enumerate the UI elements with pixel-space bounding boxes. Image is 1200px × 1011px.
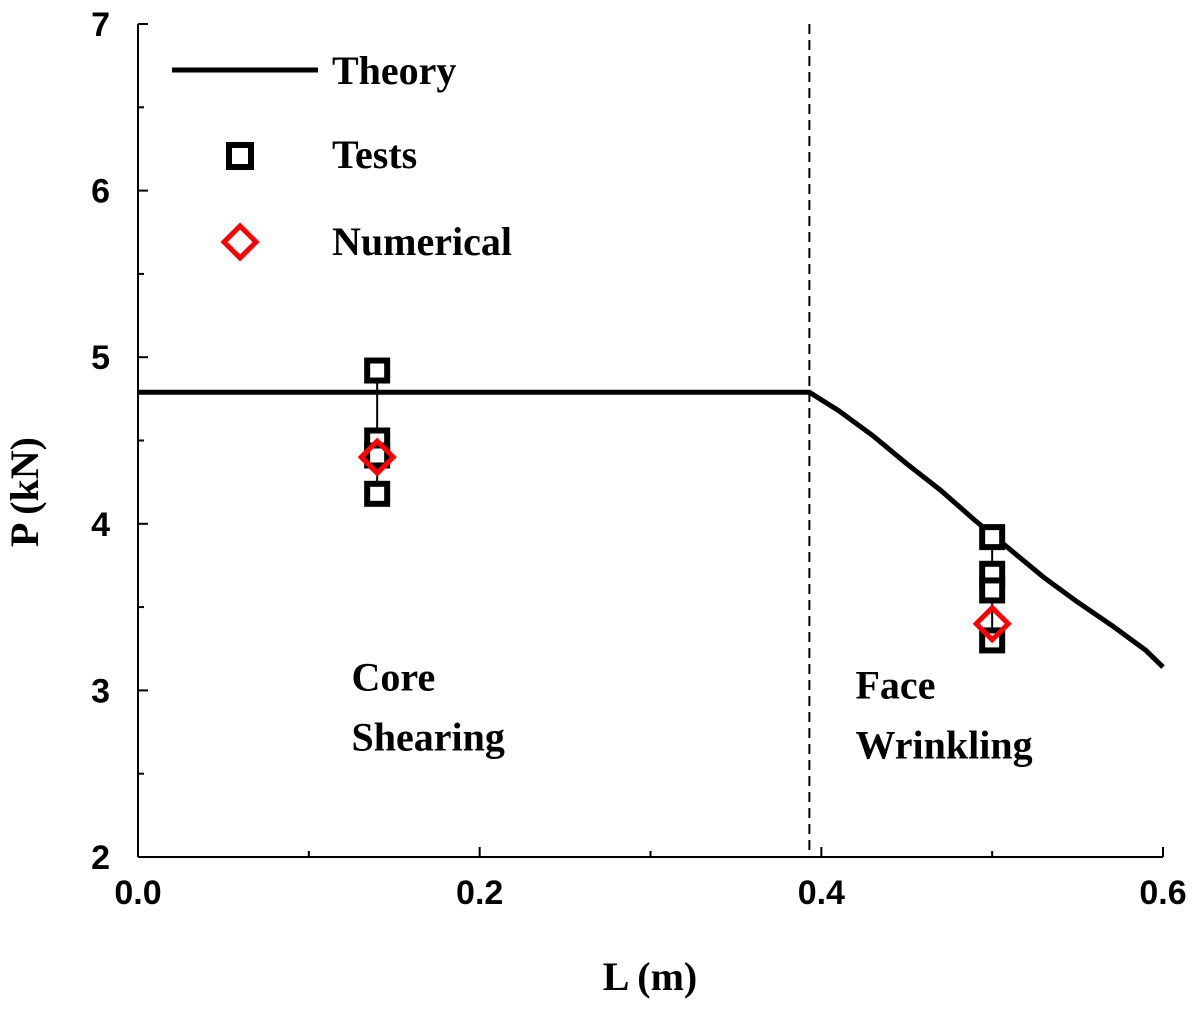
region-label: Core Shearing (352, 654, 505, 759)
region-label: Face Wrinkling (856, 663, 1033, 768)
legend-theory-label: Theory (332, 48, 456, 93)
y-axis: 2 3 4 5 6 7 (91, 6, 148, 877)
legend: Theory Tests Numerical (172, 48, 512, 264)
legend-numerical-marker (220, 222, 260, 262)
test-marker (979, 577, 1006, 604)
test-marker (364, 357, 391, 384)
x-tick-label: 0.6 (1139, 874, 1186, 912)
x-tick-label: 0.2 (456, 874, 503, 912)
y-tick-label: 6 (91, 173, 110, 211)
theory-line (138, 389, 1165, 669)
region-label-line: Face (856, 663, 936, 708)
y-tick-label: 4 (91, 506, 110, 544)
y-tick-label: 7 (91, 6, 110, 44)
numerical-marker (357, 437, 397, 477)
region-label-line: Wrinkling (856, 723, 1033, 768)
x-axis-title: L (m) (603, 954, 697, 999)
y-tick-label: 2 (91, 839, 110, 877)
numerical-marker (972, 604, 1012, 644)
test-marker (979, 524, 1006, 551)
legend-tests-marker (226, 142, 254, 170)
region-label-line: Core (352, 654, 436, 699)
y-tick-label: 5 (91, 339, 110, 377)
annotations: Core Shearing Face Wrinkling (352, 654, 1033, 767)
y-axis-title: P (kN) (2, 437, 47, 547)
y-tick-label: 3 (91, 672, 110, 710)
test-marker (364, 442, 391, 469)
test-marker (364, 480, 391, 507)
plot-area (138, 24, 1165, 857)
x-axis: 0.0 0.2 0.4 0.6 (114, 847, 1187, 912)
x-tick-label: 0.0 (114, 874, 161, 912)
region-label-line: Shearing (352, 714, 505, 759)
x-tick-label: 0.4 (798, 874, 845, 912)
legend-tests-label: Tests (332, 132, 417, 177)
legend-numerical-label: Numerical (332, 219, 512, 264)
